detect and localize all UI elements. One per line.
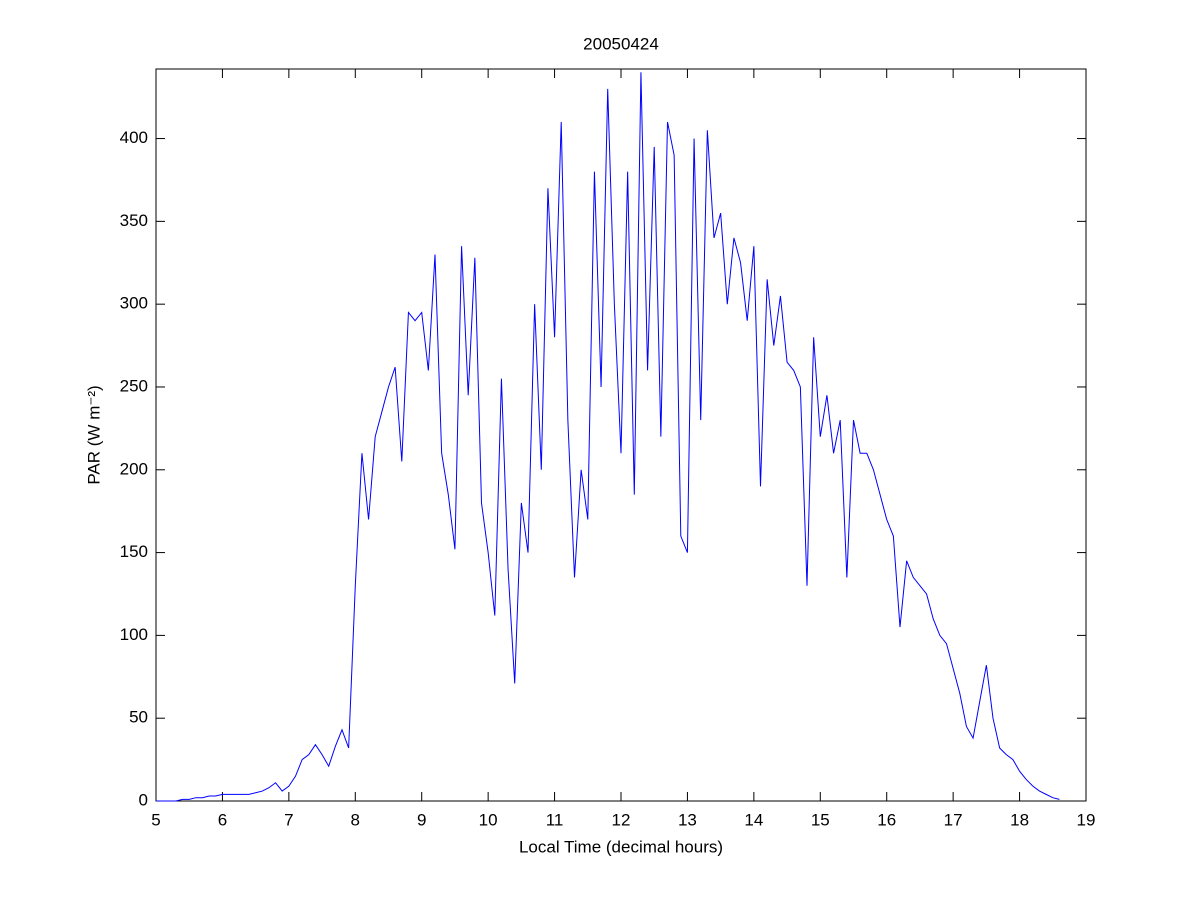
x-axis-label: Local Time (decimal hours) — [519, 837, 723, 856]
y-axis-label: PAR (W m⁻²) — [84, 385, 103, 484]
x-tick-label: 8 — [351, 810, 360, 829]
chart-title: 20050424 — [583, 34, 659, 53]
y-tick-label: 200 — [120, 459, 148, 478]
y-tick-label: 0 — [139, 790, 148, 809]
y-tick-label: 400 — [120, 128, 148, 147]
y-tick-label: 50 — [129, 708, 148, 727]
x-tick-label: 14 — [744, 810, 763, 829]
y-tick-label: 150 — [120, 542, 148, 561]
y-tick-label: 350 — [120, 211, 148, 230]
x-tick-label: 7 — [284, 810, 293, 829]
x-tick-label: 11 — [546, 810, 564, 829]
x-tick-label: 12 — [612, 810, 631, 829]
x-tick-label: 5 — [151, 810, 160, 829]
y-tick-label: 300 — [120, 294, 148, 313]
y-tick-label: 100 — [120, 625, 148, 644]
data-line — [156, 72, 1060, 802]
x-tick-label: 17 — [944, 810, 963, 829]
x-tick-label: 13 — [678, 810, 697, 829]
x-tick-label: 15 — [811, 810, 830, 829]
y-tick-label: 250 — [120, 376, 148, 395]
x-tick-label: 16 — [877, 810, 896, 829]
x-tick-label: 6 — [218, 810, 227, 829]
x-tick-label: 18 — [1010, 810, 1029, 829]
x-tick-label: 10 — [479, 810, 498, 829]
x-tick-label: 9 — [417, 810, 426, 829]
x-tick-label: 19 — [1077, 810, 1096, 829]
